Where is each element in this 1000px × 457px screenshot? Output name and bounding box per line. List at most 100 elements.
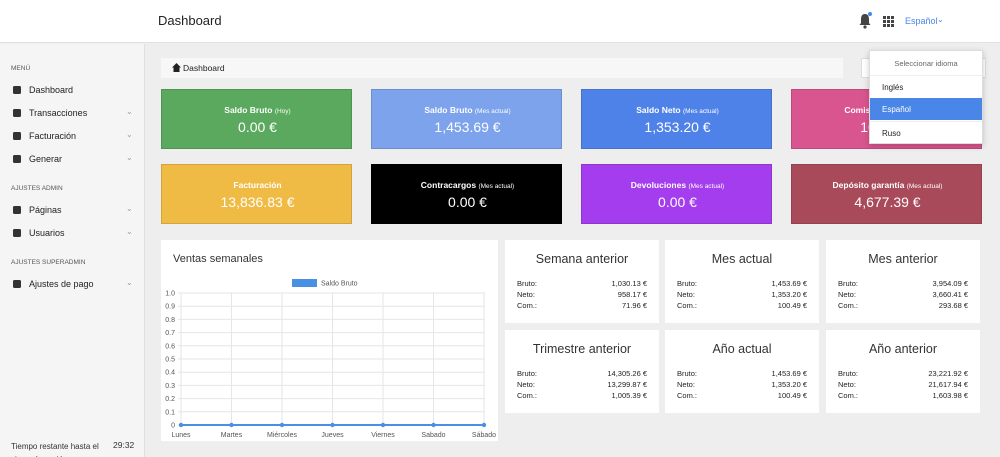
- stat-row-value: 13,299.87 €: [607, 380, 647, 389]
- stat-row-label: Bruto:: [838, 369, 859, 378]
- stat-row-label: Neto:: [838, 290, 856, 299]
- stat-row-label: Bruto:: [517, 279, 538, 288]
- stat-card: Saldo Bruto (Hoy) 0.00 €: [161, 89, 352, 149]
- stat-row-label: Com.:: [838, 391, 859, 400]
- stat-row-label: Bruto:: [677, 369, 698, 378]
- card-label: Contracargos (Mes actual): [372, 180, 563, 190]
- sidebar-icon: [13, 132, 21, 140]
- stat-row-value: 1,030.13 €: [611, 279, 647, 288]
- card-sub: (Mes actual): [688, 183, 725, 190]
- sidebar-section-title: AJUSTES SUPERADMIN: [11, 259, 86, 266]
- y-tick-label: 0.6: [165, 343, 175, 350]
- card-value: 13,836.83 €: [220, 194, 295, 210]
- sidebar-caret: ⌄: [126, 130, 133, 139]
- stat-row-label: Neto:: [517, 380, 535, 389]
- apps-icon[interactable]: [883, 16, 894, 27]
- card-label-text: Saldo Neto: [636, 105, 681, 115]
- y-tick-label: 0.7: [165, 330, 175, 337]
- stat-card: Contracargos (Mes actual) 0.00 €: [371, 164, 562, 224]
- card-sub: (Mes actual): [906, 183, 943, 190]
- stat-row-value: 1,353.20 €: [771, 380, 807, 389]
- stat-row-value: 293.68 €: [938, 301, 968, 310]
- stat-card: Saldo Neto (Mes actual) 1,353.20 €: [581, 89, 772, 149]
- y-tick-label: 0.9: [165, 304, 175, 311]
- card-value: 4,677.39 €: [854, 194, 921, 210]
- legend-label: Saldo Bruto: [321, 281, 358, 288]
- stat-row-value: 3,954.09 €: [932, 279, 968, 288]
- card-label: Devoluciones (Mes actual): [582, 180, 773, 190]
- home-icon: [172, 63, 181, 72]
- legend-swatch: [292, 279, 317, 287]
- sidebar-item[interactable]: Generar: [29, 154, 63, 164]
- stat-title: Año actual: [712, 342, 772, 356]
- card-label-text: Depósito garantía: [832, 180, 905, 190]
- stat-panel: Año anterior Bruto: 23,221.92 € Neto: 21,617…: [826, 330, 980, 413]
- x-tick-label: Sábado: [472, 432, 496, 439]
- sidebar-item[interactable]: Facturación: [29, 131, 77, 141]
- point: [380, 422, 386, 428]
- breadcrumb[interactable]: Dashboard: [183, 63, 225, 73]
- card-label: Saldo Bruto (Hoy): [162, 105, 353, 115]
- language-option[interactable]: Ruso: [870, 121, 982, 143]
- stat-panel: Mes anterior Bruto: 3,954.09 € Neto: 3,660.4…: [826, 240, 980, 323]
- stat-row-label: Com.:: [517, 301, 538, 310]
- card-sub: (Mes actual): [478, 183, 515, 190]
- card-label-text: Contracargos: [420, 180, 477, 190]
- sidebar-caret: ⌄: [126, 204, 133, 213]
- card-sub: (Hoy): [274, 108, 291, 115]
- stat-row-label: Neto:: [677, 290, 695, 299]
- stat-row-value: 1,453.69 €: [771, 279, 807, 288]
- card-value: 1,353.20 €: [644, 119, 711, 135]
- sidebar-caret: ⌄: [126, 227, 133, 236]
- sidebar-item[interactable]: Dashboard: [29, 85, 74, 95]
- sidebar: [0, 44, 145, 457]
- sidebar-item[interactable]: Páginas: [29, 205, 62, 215]
- point: [431, 422, 436, 428]
- y-tick-label: 0: [171, 423, 175, 430]
- card-label-text: Saldo Bruto: [224, 105, 273, 115]
- sidebar-item[interactable]: Transacciones: [29, 108, 88, 118]
- stat-row-label: Bruto:: [677, 279, 698, 288]
- notification-bell[interactable]: [858, 12, 872, 30]
- stat-title: Trimestre anterior: [532, 342, 632, 356]
- y-tick-label: 0.3: [165, 383, 175, 390]
- language-menu: Seleccionar idioma Inglés Español Ruso: [869, 50, 983, 144]
- x-tick-label: Sabado: [421, 432, 445, 439]
- sidebar-section-title: AJUSTES ADMIN: [11, 185, 63, 192]
- sidebar-icon: [13, 280, 21, 288]
- stat-row-value: 100.49 €: [777, 301, 807, 310]
- point: [178, 422, 184, 428]
- card-label: Saldo Neto (Mes actual): [582, 105, 773, 115]
- y-tick-label: 0.8: [165, 317, 175, 324]
- card-sub: (Mes actual): [683, 108, 719, 115]
- stat-card: Saldo Bruto (Mes actual) 1,453.69 €: [371, 89, 562, 149]
- stat-card: Facturación 13,836.83 €: [161, 164, 352, 224]
- chart-title: Ventas semanales: [173, 253, 263, 265]
- stat-row-value: 1,353.20 €: [771, 290, 807, 299]
- stat-row-label: Com.:: [677, 391, 698, 400]
- sidebar-icon: [13, 86, 21, 94]
- sidebar-item[interactable]: Usuarios: [29, 228, 65, 238]
- y-tick-label: 1.0: [165, 291, 175, 298]
- sidebar-icon: [13, 206, 21, 214]
- session-label: Tiempo restante hasta el cierre de sesió…: [11, 442, 99, 457]
- language-option[interactable]: Inglés: [870, 75, 982, 97]
- language-option[interactable]: Español: [870, 98, 982, 120]
- card-value: 0.00 €: [658, 194, 697, 210]
- x-tick-label: Martes: [221, 432, 243, 439]
- sidebar-item[interactable]: Ajustes de pago: [29, 279, 94, 289]
- y-tick-label: 0.5: [165, 357, 175, 364]
- session-time: 29:32: [113, 440, 135, 450]
- stat-row-value: 1,603.98 €: [932, 391, 968, 400]
- stat-row-value: 958.17 €: [617, 290, 647, 299]
- language-selector[interactable]: Español: [905, 16, 938, 26]
- card-label-text: Saldo Bruto: [424, 105, 473, 115]
- card-sub: (Mes actual): [474, 108, 511, 115]
- stat-panel: Mes actual Bruto: 1,453.69 € Neto: 1,353.20 …: [665, 240, 819, 323]
- stat-row-label: Com.:: [677, 301, 698, 310]
- card-label-text: Facturación: [233, 180, 282, 190]
- card-label-text: Comisiones: [844, 105, 892, 115]
- page-title: Dashboard: [158, 13, 222, 28]
